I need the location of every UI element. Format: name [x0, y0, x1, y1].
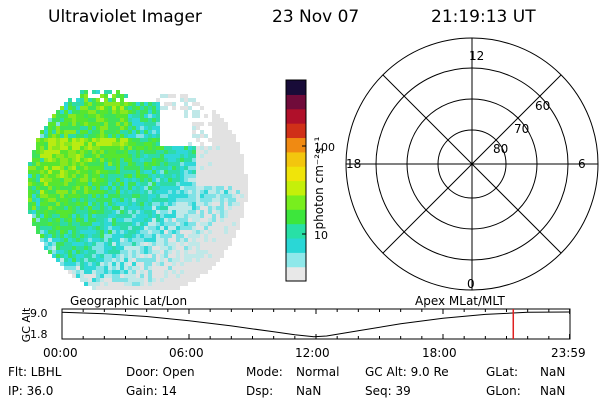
gain-info: Gain: 14: [126, 384, 177, 398]
glat-value: NaN: [540, 365, 566, 379]
dsp-value: NaN: [296, 384, 322, 398]
gcalt-ytick-1.8: 1.8: [30, 328, 48, 341]
colorbar-band: [286, 194, 306, 210]
xtick-0000: 00:00: [43, 346, 78, 360]
filter-info: Flt: LBHL: [8, 365, 62, 379]
colorbar-band: [286, 237, 306, 253]
colorbar-tick-100: 100: [314, 141, 335, 154]
glon-label: GLon:: [486, 384, 521, 398]
gcalt-ylabel: GC Alt: [20, 307, 33, 343]
xtick-1200: 12:00: [295, 346, 330, 360]
colorbar: [285, 79, 307, 282]
xtick-2359: 23:59: [551, 346, 586, 360]
colorbar-band: [286, 252, 306, 268]
colorbar-band: [286, 94, 306, 110]
geo-latlon-label: Geographic Lat/Lon: [70, 294, 187, 308]
gcalt-ytick-9: 9.0: [30, 307, 48, 320]
colorbar-band: [286, 166, 306, 182]
mlt-line-diag-b: [382, 74, 562, 254]
mode-label: Mode:: [246, 365, 283, 379]
door-info: Door: Open: [126, 365, 195, 379]
colorbar-frame: [285, 79, 307, 282]
xtick-1800: 18:00: [422, 346, 457, 360]
colorbar-band: [286, 209, 306, 225]
glon-value: NaN: [540, 384, 566, 398]
colorbar-band: [286, 123, 306, 139]
mlt-label-18: 18: [346, 157, 361, 171]
mlat-label-60: 60: [535, 99, 550, 113]
mlt-label-0: 0: [467, 277, 475, 291]
colorbar-band: [286, 180, 306, 196]
mode-value: Normal: [296, 365, 340, 379]
xtick-0600: 06:00: [169, 346, 204, 360]
glat-label: GLat:: [486, 365, 519, 379]
mlat-label-70: 70: [514, 122, 529, 136]
colorbar-band: [286, 223, 306, 239]
colorbar-label: photon cm⁻²s⁻¹: [312, 136, 326, 230]
time-label: 21:19:13 UT: [431, 7, 536, 27]
mlt-label-12: 12: [469, 49, 484, 63]
colorbar-band: [286, 108, 306, 124]
gcalt-info: GC Alt: 9.0 Re: [365, 365, 449, 379]
seq-info: Seq: 39: [365, 384, 411, 398]
polar-grid: [345, 37, 599, 291]
colorbar-band: [286, 151, 306, 167]
mlt-label-6: 6: [578, 157, 586, 171]
apex-mlat-label: Apex MLat/MLT: [415, 294, 505, 308]
colorbar-tick-10: 10: [314, 229, 328, 242]
dsp-label: Dsp:: [246, 384, 274, 398]
uv-image: [28, 90, 248, 290]
colorbar-band: [286, 137, 306, 153]
mlat-label-80: 80: [493, 142, 508, 156]
colorbar-band: [286, 80, 306, 95]
colorbar-band: [286, 266, 306, 282]
instrument-title: Ultraviolet Imager: [48, 7, 202, 27]
ip-info: IP: 36.0: [8, 384, 54, 398]
gcalt-series-line: [61, 311, 570, 338]
date-label: 23 Nov 07: [272, 7, 360, 27]
